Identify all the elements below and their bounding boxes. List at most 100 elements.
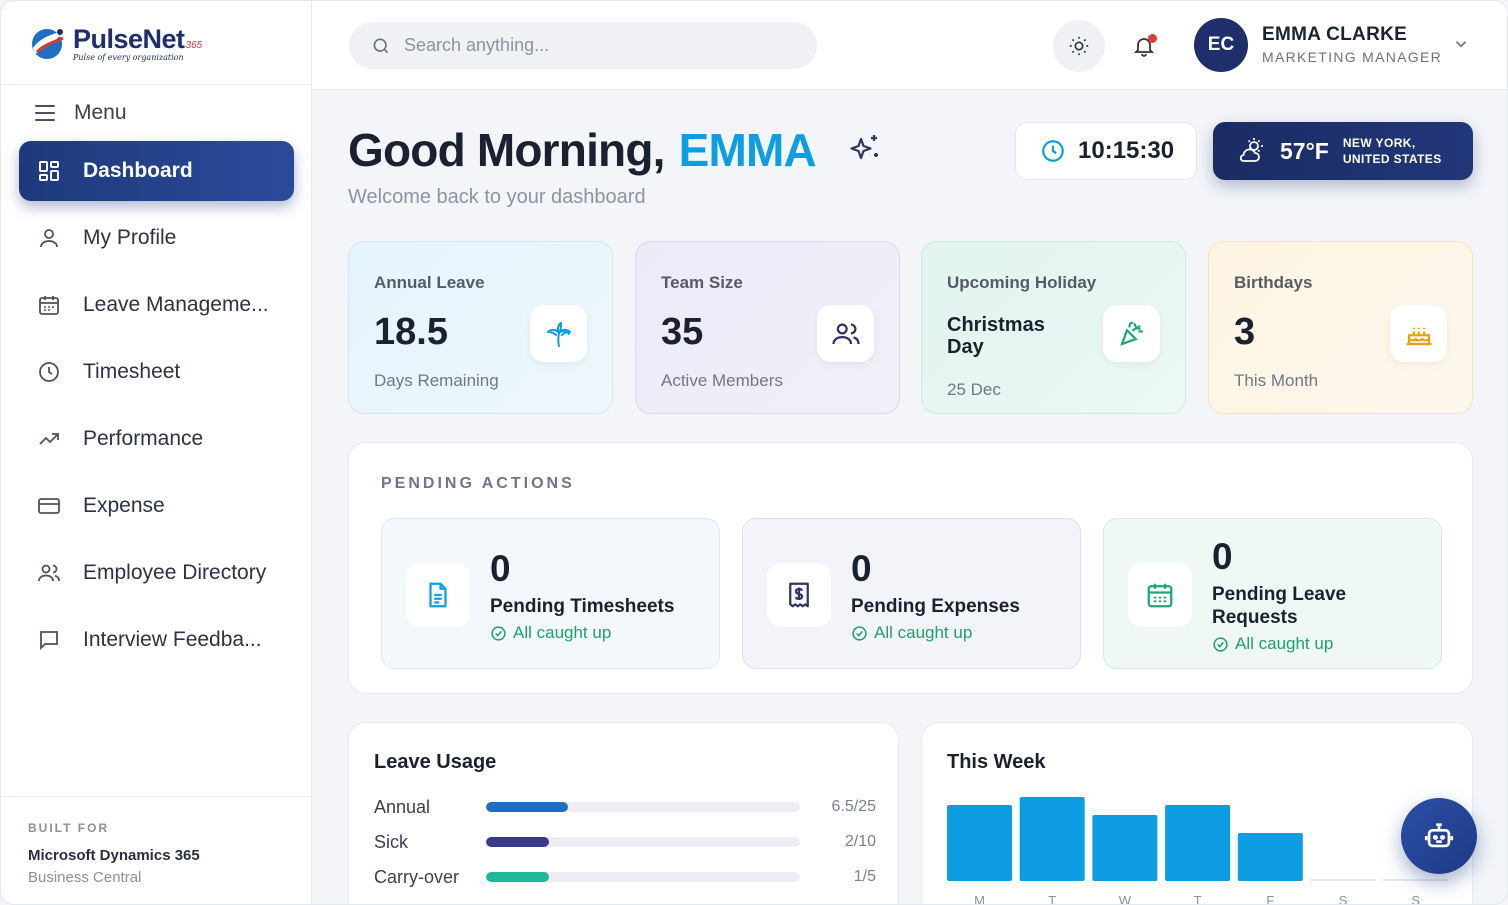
- stat-subtitle: This Month: [1234, 371, 1319, 390]
- sidebar-item-interview-feedback[interactable]: Interview Feedba...: [19, 610, 294, 670]
- chart-bar: [1383, 879, 1449, 881]
- pending-status: All caught up: [851, 623, 1020, 643]
- logo[interactable]: PulseNet365 Pulse of every organization: [1, 1, 311, 85]
- sidebar-item-leave-management[interactable]: Leave Manageme...: [19, 275, 294, 335]
- sidebar-item-expense[interactable]: Expense: [19, 476, 294, 536]
- user-icon: [40, 229, 58, 248]
- chart-bar: [947, 805, 1012, 881]
- section-title: PENDING ACTIONS: [381, 475, 575, 492]
- chart-tick-label: W: [1119, 893, 1132, 905]
- pending-label: Pending Leave Requests: [1212, 584, 1347, 628]
- pending-timesheets-card[interactable]: 0 Pending Timesheets All caught up: [381, 518, 720, 669]
- sidebar-item-label: Leave Manageme...: [83, 293, 269, 316]
- stat-icon-box: [817, 305, 874, 362]
- chart-tick-label: T: [1048, 893, 1056, 905]
- greeting-name: EMMA: [678, 124, 817, 176]
- stat-icon-box: [1390, 305, 1447, 362]
- leave-progress-fill: [486, 872, 549, 882]
- sidebar-item-dashboard[interactable]: Dashboard: [19, 141, 294, 201]
- check-circle-icon: [852, 625, 867, 641]
- chart-bar: [1019, 797, 1085, 881]
- chart-tick-label: M: [974, 893, 985, 905]
- card-title: Leave Usage: [374, 751, 497, 773]
- pending-count: 0: [851, 548, 872, 589]
- receipt-dollar-icon: [789, 582, 809, 608]
- bell-icon: [1133, 38, 1155, 57]
- pending-status-text: All caught up: [1235, 634, 1334, 653]
- stat-card-annual-leave[interactable]: Annual Leave 18.5 Days Remaining: [348, 241, 613, 414]
- users-icon: [831, 323, 860, 344]
- sidebar-item-label: My Profile: [83, 226, 177, 249]
- pending-label: Pending Timesheets: [490, 596, 675, 617]
- user-name[interactable]: EMMA CLARKE: [1262, 24, 1408, 45]
- notifications-button[interactable]: [1118, 20, 1170, 72]
- avatar[interactable]: EC: [1194, 18, 1248, 72]
- leave-row-carry-over: Carry-over 1/5: [374, 866, 876, 888]
- assistant-bot-button[interactable]: [1401, 798, 1477, 874]
- stat-card-birthdays[interactable]: Birthdays 3 This Month: [1208, 241, 1473, 414]
- cake-icon: [1406, 327, 1431, 345]
- pending-leave-requests-card[interactable]: 0 Pending Leave Requests All caught up: [1103, 518, 1442, 669]
- chevron-down-icon[interactable]: [1452, 35, 1470, 53]
- chart-tick-label: T: [1194, 893, 1202, 905]
- cloud-sun-icon: [1239, 138, 1263, 162]
- leave-progress-track: [486, 837, 800, 847]
- stat-card-upcoming-holiday[interactable]: Upcoming Holiday Christmas Day 25 Dec: [921, 241, 1186, 414]
- leave-value: 6.5/25: [831, 798, 876, 815]
- search-input[interactable]: Search anything...: [349, 22, 817, 69]
- clock-widget: 10:15:30: [1015, 122, 1197, 180]
- pending-actions-panel: PENDING ACTIONS 0 Pending Timesheets All…: [348, 442, 1473, 694]
- stat-icon-box: [530, 305, 587, 362]
- sidebar-item-employee-directory[interactable]: Employee Directory: [19, 543, 294, 603]
- leave-row-annual: Annual 6.5/25: [374, 796, 876, 818]
- chart-bar: [1310, 879, 1376, 881]
- menu-toggle[interactable]: Menu: [1, 85, 311, 141]
- clock-time: 10:15:30: [1078, 137, 1175, 164]
- stat-value: Christmas Day: [947, 314, 1045, 358]
- stat-card-team-size[interactable]: Team Size 35 Active Members: [635, 241, 900, 414]
- stat-value: 18.5: [374, 311, 448, 353]
- pending-status-text: All caught up: [874, 623, 973, 642]
- weather-city: NEW YORK,: [1342, 136, 1416, 150]
- menu-label: Menu: [74, 101, 127, 124]
- message-square-icon: [40, 631, 58, 651]
- search-placeholder: Search anything...: [404, 35, 550, 55]
- product-module: Business Central: [28, 869, 142, 886]
- chart-tick-label: F: [1266, 893, 1274, 905]
- check-circle-icon: [1213, 636, 1228, 652]
- stat-subtitle: 25 Dec: [947, 380, 1001, 399]
- pending-expenses-card[interactable]: 0 Pending Expenses All caught up: [742, 518, 1081, 669]
- greeting-prefix: Good Morning,: [348, 124, 665, 176]
- stat-icon-box: [1103, 305, 1160, 362]
- stat-title: Annual Leave: [374, 273, 485, 292]
- pending-count: 0: [490, 548, 511, 589]
- stat-title: Upcoming Holiday: [947, 273, 1097, 292]
- chart-bar: [1165, 805, 1231, 881]
- stat-value: 35: [661, 311, 704, 353]
- palm-tree-icon: [546, 321, 571, 347]
- product-name: Microsoft Dynamics 365: [28, 847, 200, 864]
- grid-icon: [39, 161, 59, 181]
- notification-dot: [1148, 34, 1157, 43]
- sidebar-item-timesheet[interactable]: Timesheet: [19, 342, 294, 402]
- pending-icon-box: [1128, 563, 1192, 627]
- leave-value: 2/10: [844, 833, 876, 850]
- leave-type: Annual: [374, 796, 431, 817]
- pending-status: All caught up: [1212, 634, 1362, 654]
- pending-label: Pending Expenses: [851, 596, 1020, 617]
- sidebar-item-performance[interactable]: Performance: [19, 409, 294, 469]
- sidebar-item-label: Dashboard: [83, 159, 193, 182]
- sidebar-footer: BUILT FOR Microsoft Dynamics 365 Busines…: [1, 796, 311, 904]
- this-week-panel: This Week M T W T F S S: [921, 722, 1473, 905]
- built-for-label: BUILT FOR: [28, 821, 110, 835]
- leave-type: Sick: [374, 831, 409, 852]
- theme-toggle-button[interactable]: [1053, 20, 1105, 72]
- chart-title: This Week: [947, 751, 1046, 773]
- pending-icon-box: [406, 563, 470, 627]
- sidebar-item-my-profile[interactable]: My Profile: [19, 208, 294, 268]
- sparkles-icon: [850, 135, 878, 160]
- page-subtitle: Welcome back to your dashboard: [348, 186, 646, 208]
- leave-progress-track: [486, 802, 800, 812]
